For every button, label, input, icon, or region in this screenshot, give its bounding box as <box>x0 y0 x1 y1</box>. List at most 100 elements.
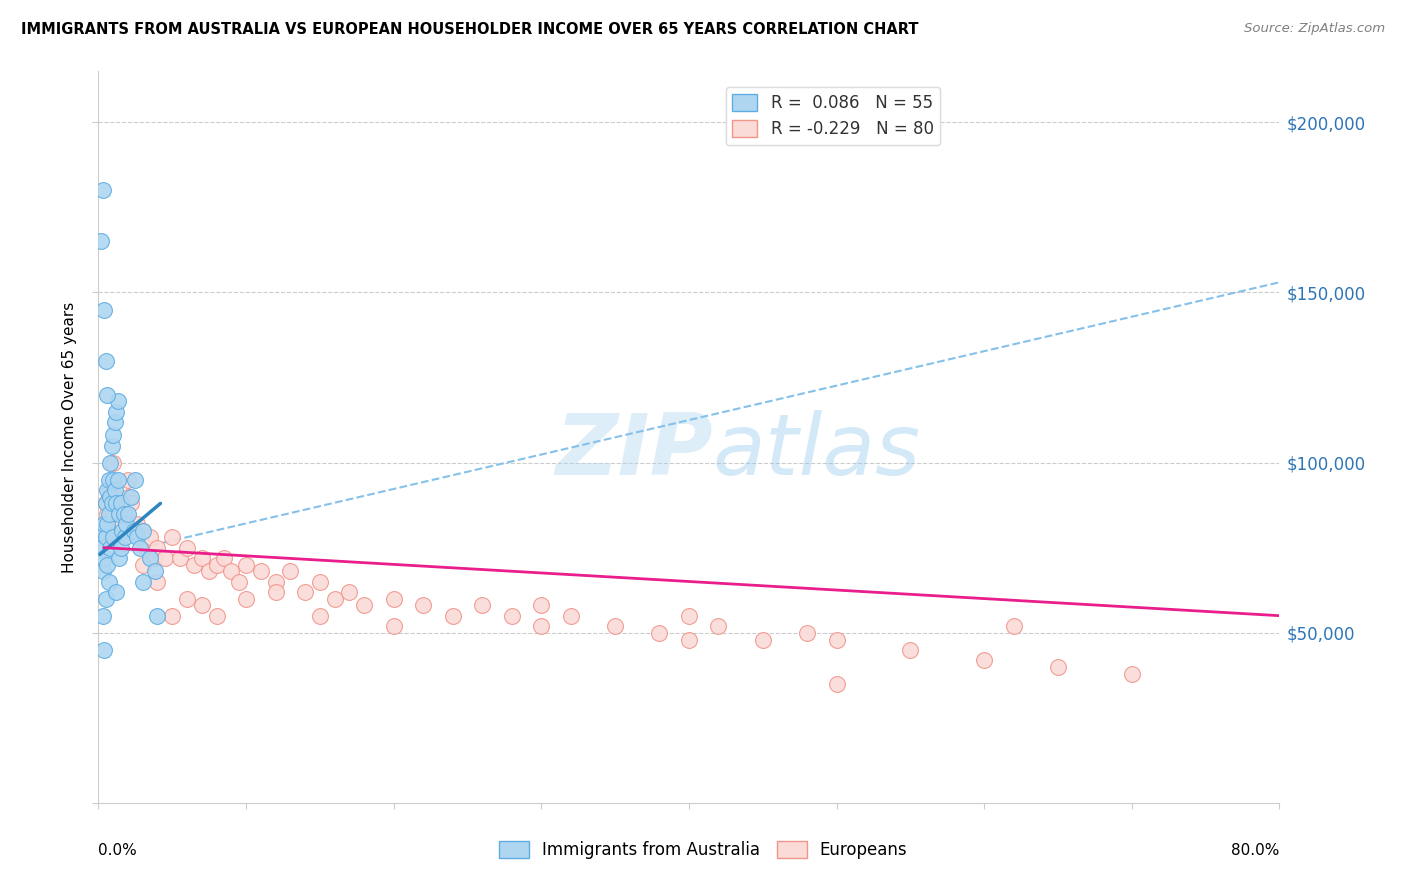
Point <box>146 608 169 623</box>
Point <box>93 550 115 565</box>
Text: atlas: atlas <box>713 410 921 493</box>
Legend: R =  0.086   N = 55, R = -0.229   N = 80: R = 0.086 N = 55, R = -0.229 N = 80 <box>725 87 941 145</box>
Point <box>111 516 134 531</box>
Point <box>191 550 214 565</box>
Point <box>125 516 148 531</box>
Point <box>91 565 114 579</box>
Point <box>132 524 155 538</box>
Point <box>212 550 235 565</box>
Point <box>132 574 155 589</box>
Point <box>128 531 150 545</box>
Point <box>110 541 132 555</box>
Point <box>412 599 434 613</box>
Point <box>103 428 125 442</box>
Point <box>309 574 332 589</box>
Point <box>107 394 129 409</box>
Point <box>111 524 134 538</box>
Legend: Immigrants from Australia, Europeans: Immigrants from Australia, Europeans <box>492 834 914 866</box>
Point <box>120 496 142 510</box>
Point <box>560 608 582 623</box>
Point <box>221 565 243 579</box>
Point <box>105 496 128 510</box>
Point <box>107 473 129 487</box>
Point <box>146 574 169 589</box>
Point <box>117 507 139 521</box>
Point <box>96 483 118 497</box>
Point <box>104 415 127 429</box>
Point <box>162 531 183 545</box>
Point <box>103 473 125 487</box>
Point <box>97 574 120 589</box>
Point <box>250 565 273 579</box>
Point <box>707 619 730 633</box>
Point <box>382 591 405 606</box>
Point <box>104 490 127 504</box>
Point <box>678 608 700 623</box>
Point <box>93 642 115 657</box>
Point <box>98 541 121 555</box>
Point <box>752 632 775 647</box>
Point <box>382 619 405 633</box>
Point <box>339 585 361 599</box>
Point <box>501 608 523 623</box>
Y-axis label: Householder Income Over 65 years: Householder Income Over 65 years <box>62 301 77 573</box>
Point <box>105 404 128 418</box>
Point <box>105 496 128 510</box>
Point <box>176 541 198 555</box>
Point <box>973 653 995 667</box>
Point <box>108 507 131 521</box>
Point <box>97 490 120 504</box>
Point <box>94 496 117 510</box>
Point <box>1121 666 1143 681</box>
Point <box>183 558 205 572</box>
Text: IMMIGRANTS FROM AUSTRALIA VS EUROPEAN HOUSEHOLDER INCOME OVER 65 YEARS CORRELATI: IMMIGRANTS FROM AUSTRALIA VS EUROPEAN HO… <box>21 22 918 37</box>
Point <box>122 524 145 538</box>
Point <box>796 625 818 640</box>
Point <box>228 574 250 589</box>
Point <box>112 531 135 545</box>
Point <box>205 608 228 623</box>
Point <box>114 531 136 545</box>
Point <box>115 516 138 531</box>
Point <box>100 496 122 510</box>
Point <box>94 531 117 545</box>
Text: Source: ZipAtlas.com: Source: ZipAtlas.com <box>1244 22 1385 36</box>
Point <box>264 585 287 599</box>
Point <box>135 541 157 555</box>
Point <box>471 599 494 613</box>
Point <box>198 565 221 579</box>
Point <box>91 183 114 197</box>
Point <box>648 625 671 640</box>
Point <box>90 235 112 249</box>
Point <box>96 516 118 531</box>
Point <box>825 632 848 647</box>
Point <box>93 302 115 317</box>
Point <box>108 507 131 521</box>
Point <box>114 507 136 521</box>
Point <box>169 550 191 565</box>
Point <box>825 677 848 691</box>
Point <box>264 574 287 589</box>
Point <box>117 473 139 487</box>
Point <box>235 558 257 572</box>
Point <box>98 483 121 497</box>
Point <box>1002 619 1025 633</box>
Point <box>104 483 127 497</box>
Point <box>91 608 114 623</box>
Point <box>97 473 120 487</box>
Point <box>107 516 129 531</box>
Point <box>103 456 125 470</box>
Point <box>100 496 122 510</box>
Point <box>93 516 115 531</box>
Text: ZIP: ZIP <box>555 410 713 493</box>
Point <box>1046 659 1070 673</box>
Point <box>900 642 922 657</box>
Point <box>323 591 346 606</box>
Point <box>98 456 121 470</box>
Point <box>93 516 115 531</box>
Point <box>94 353 117 368</box>
Point <box>143 550 166 565</box>
Point <box>105 585 128 599</box>
Point <box>128 541 150 555</box>
Point <box>124 473 146 487</box>
